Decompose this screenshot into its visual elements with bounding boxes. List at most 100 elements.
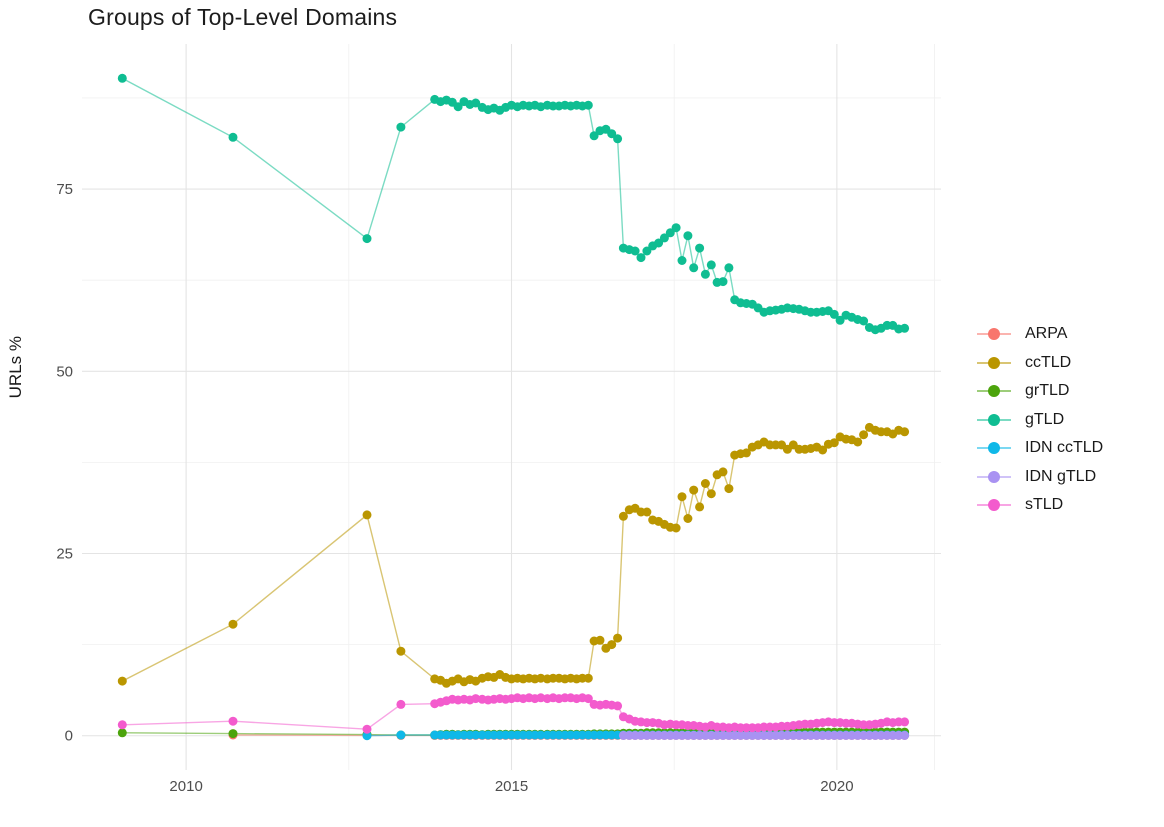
data-point	[362, 724, 372, 734]
data-point	[396, 646, 406, 656]
legend-key-dot	[988, 470, 1000, 483]
legend-item-ARPA: ARPA	[977, 320, 1103, 349]
data-point	[613, 134, 623, 144]
legend-key-dot	[988, 328, 1000, 341]
series-points-sTLD	[117, 693, 910, 734]
legend-key-icon	[977, 385, 1011, 398]
legend-item-IDN-ccTLD: IDN ccTLD	[977, 434, 1103, 463]
data-point	[636, 253, 646, 263]
x-tick-label: 2010	[169, 778, 202, 795]
data-point	[396, 122, 406, 132]
data-point	[613, 701, 623, 711]
data-point	[618, 511, 628, 521]
legend-label: grTLD	[1025, 382, 1070, 400]
data-point	[689, 263, 699, 273]
y-tick-label: 50	[56, 363, 73, 380]
legend-label: gTLD	[1025, 410, 1065, 428]
data-point	[228, 132, 238, 142]
data-point	[683, 231, 693, 241]
legend-key-dot	[988, 442, 1000, 455]
data-point	[859, 316, 869, 326]
legend-key-icon	[977, 356, 1011, 369]
data-point	[396, 730, 406, 740]
data-point	[471, 98, 481, 108]
data-point	[677, 256, 687, 265]
data-point	[724, 263, 734, 273]
data-point	[536, 730, 546, 740]
legend-label: sTLD	[1025, 496, 1064, 514]
axis-tick-labels: 2010 2015 2020 0 25 50 75	[56, 181, 853, 795]
legend-key-dot	[988, 385, 1000, 398]
data-point	[818, 445, 828, 455]
data-point	[900, 323, 910, 333]
data-point	[900, 730, 910, 740]
data-point	[859, 430, 869, 440]
data-point	[607, 129, 617, 139]
data-point	[583, 673, 593, 683]
legend-key-icon	[977, 470, 1011, 483]
legend-label: ccTLD	[1025, 353, 1072, 371]
legend-key-dot	[988, 499, 1000, 512]
data-point	[683, 514, 693, 523]
gridlines	[82, 44, 941, 770]
chart-title: Groups of Top-Level Domains	[88, 4, 398, 30]
data-point	[613, 633, 623, 643]
data-point	[642, 507, 652, 517]
data-point	[654, 238, 664, 248]
data-point	[689, 485, 699, 495]
data-point	[607, 640, 617, 650]
legend-item-gTLD: gTLD	[977, 406, 1103, 435]
legend-key-icon	[977, 499, 1011, 512]
y-axis-title: URLs %	[6, 336, 25, 399]
legend-key-dot	[988, 356, 1000, 369]
data-point	[677, 492, 687, 502]
data-point	[583, 100, 593, 110]
data-point	[724, 484, 734, 494]
legend-item-sTLD: sTLD	[977, 491, 1103, 520]
series-lines	[121, 77, 905, 737]
legend-item-ccTLD: ccTLD	[977, 349, 1103, 378]
series-points-IDN gTLD	[618, 730, 910, 740]
legend-label: ARPA	[1025, 325, 1068, 343]
legend-key-icon	[977, 413, 1011, 426]
series-points	[117, 73, 910, 741]
series-points-ccTLD	[117, 422, 910, 688]
data-point	[706, 260, 716, 270]
legend-key-icon	[977, 328, 1011, 341]
legend-key-dot	[988, 413, 1000, 426]
data-point	[718, 467, 728, 477]
legend-item-grTLD: grTLD	[977, 377, 1103, 406]
y-tick-label: 75	[56, 181, 73, 198]
data-point	[659, 233, 669, 243]
data-point	[829, 438, 839, 448]
data-point	[829, 309, 839, 319]
data-point	[228, 729, 238, 739]
y-tick-label: 0	[65, 728, 73, 745]
data-point	[362, 234, 372, 244]
data-point	[695, 502, 705, 512]
data-point	[117, 728, 127, 738]
data-point	[228, 716, 238, 726]
series-line-gTLD	[121, 77, 905, 331]
data-point	[700, 269, 710, 279]
data-point	[900, 717, 910, 727]
data-point	[595, 635, 605, 645]
data-point	[741, 448, 751, 458]
legend-item-IDN-gTLD: IDN gTLD	[977, 463, 1103, 492]
data-point	[835, 315, 845, 325]
data-point	[665, 228, 675, 238]
data-point	[853, 437, 863, 447]
data-point	[695, 243, 705, 253]
series-points-gTLD	[117, 73, 910, 335]
data-point	[706, 489, 716, 499]
data-point	[671, 223, 681, 233]
data-point	[718, 277, 728, 287]
data-point	[589, 131, 599, 141]
data-point	[117, 720, 127, 730]
data-point	[700, 479, 710, 488]
data-point	[471, 694, 481, 704]
y-tick-label: 25	[56, 546, 73, 563]
data-point	[453, 102, 463, 112]
